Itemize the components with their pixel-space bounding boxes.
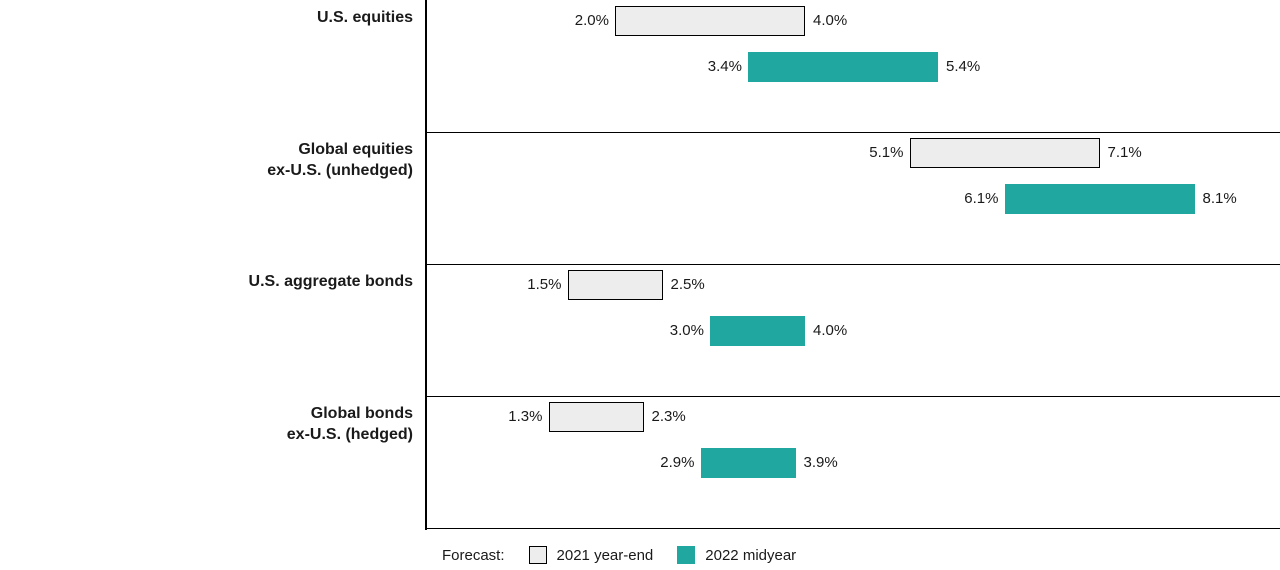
bar-high-label: 3.9% — [804, 454, 838, 471]
category-label: Global equitiesex-U.S. (unhedged) — [0, 140, 413, 182]
bar-high-label: 5.4% — [946, 58, 980, 75]
bar-low-label: 3.4% — [696, 58, 742, 75]
bar-high-label: 2.3% — [652, 408, 686, 425]
range-bar — [549, 402, 644, 432]
bar-high-label: 4.0% — [813, 12, 847, 29]
bar-high-label: 7.1% — [1108, 144, 1142, 161]
range-bar — [710, 316, 805, 346]
category-label: U.S. equities — [0, 8, 413, 29]
category-label: U.S. aggregate bonds — [0, 272, 413, 293]
bar-high-label: 8.1% — [1203, 190, 1237, 207]
range-bar — [568, 270, 663, 300]
legend-swatch — [529, 546, 547, 564]
range-bar — [748, 52, 938, 82]
legend-series-label: 2022 midyear — [705, 547, 796, 564]
bar-low-label: 6.1% — [953, 190, 999, 207]
category-divider — [425, 264, 1280, 265]
bar-low-label: 2.9% — [649, 454, 695, 471]
bar-high-label: 2.5% — [671, 276, 705, 293]
bar-low-label: 1.5% — [516, 276, 562, 293]
category-divider — [425, 396, 1280, 397]
bar-low-label: 5.1% — [858, 144, 904, 161]
y-axis-line — [425, 0, 427, 530]
legend-swatch — [677, 546, 695, 564]
bar-low-label: 3.0% — [658, 322, 704, 339]
range-bar — [701, 448, 796, 478]
category-divider — [425, 528, 1280, 529]
forecast-range-chart: U.S. equities 2.0% 4.0% 3.4% 5.4% Global equi… — [0, 0, 1280, 570]
range-bar — [910, 138, 1100, 168]
legend-title: Forecast: — [442, 547, 505, 564]
legend-series-label: 2021 year-end — [557, 547, 654, 564]
bar-high-label: 4.0% — [813, 322, 847, 339]
category-label: Global bondsex-U.S. (hedged) — [0, 404, 413, 446]
range-bar — [615, 6, 805, 36]
bar-low-label: 1.3% — [497, 408, 543, 425]
legend: Forecast: 2021 year-end 2022 midyear — [442, 546, 796, 564]
category-divider — [425, 132, 1280, 133]
bar-low-label: 2.0% — [563, 12, 609, 29]
range-bar — [1005, 184, 1195, 214]
